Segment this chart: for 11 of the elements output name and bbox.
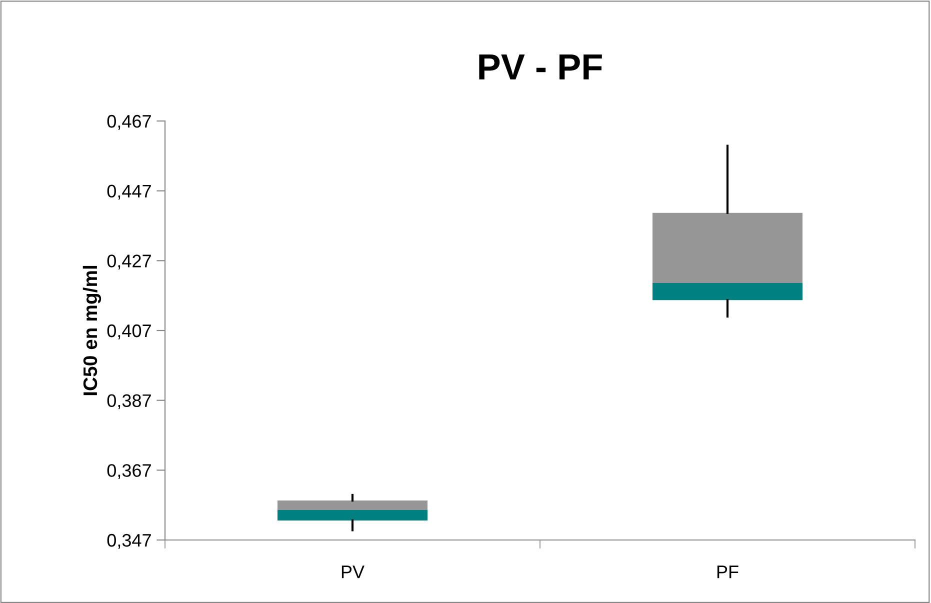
- y-axis-title: IC50 en mg/ml: [82, 266, 102, 396]
- y-tick-label: 0,467: [107, 114, 151, 130]
- y-tick-label: 0,447: [107, 184, 151, 200]
- y-tick-label: 0,387: [107, 394, 151, 410]
- y-tick-label: 0,407: [107, 324, 151, 340]
- y-tick-label: 0,347: [107, 534, 151, 549]
- chart-title: PV - PF: [479, 54, 602, 80]
- y-tick-label: 0,427: [107, 254, 151, 270]
- y-tick-label: 0,367: [107, 464, 151, 480]
- x-tick-label: PF: [717, 566, 738, 578]
- x-tick-label: PV: [342, 566, 364, 578]
